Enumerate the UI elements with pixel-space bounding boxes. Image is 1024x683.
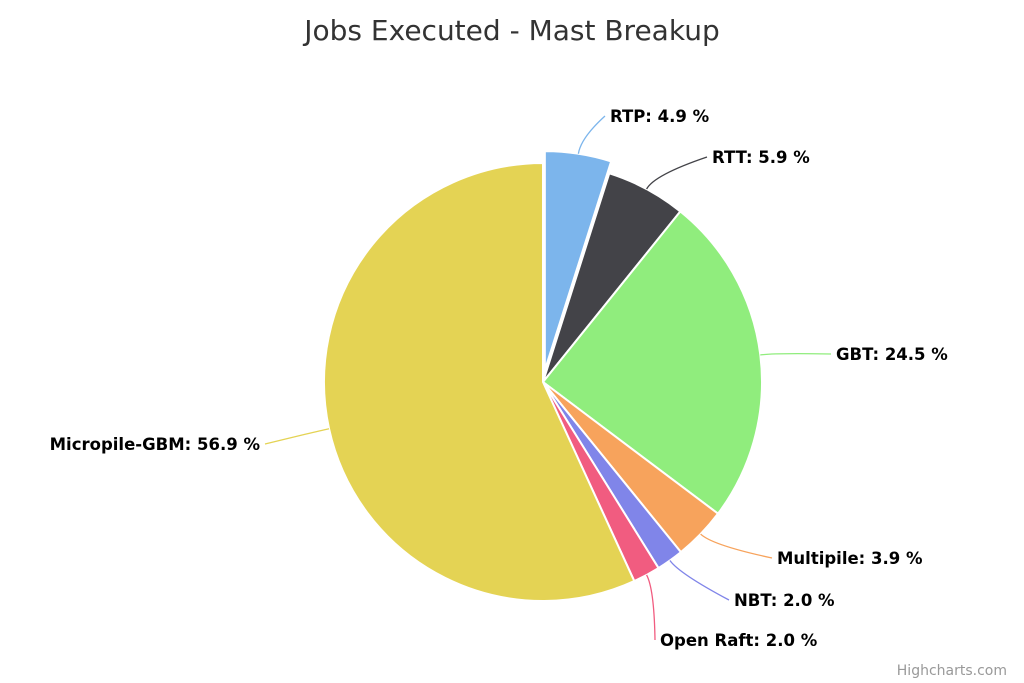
label-gbt: GBT: 24.5 % (836, 345, 948, 364)
connector-multipile (700, 533, 773, 559)
credits-link[interactable]: Highcharts.com (897, 663, 1007, 679)
chart-title: Jobs Executed - Mast Breakup (302, 14, 719, 47)
label-multipile: Multipile: 3.9 % (777, 549, 923, 568)
label-micropile-gbm: Micropile-GBM: 56.9 % (50, 435, 261, 454)
slices-layer (323, 150, 763, 602)
label-rtt: RTT: 5.9 % (712, 148, 810, 167)
pie-slice-gbt[interactable] (541, 210, 763, 516)
connector-micropile-gbm (264, 428, 330, 445)
label-open-raft: Open Raft: 2.0 % (660, 631, 818, 650)
connector-gbt (760, 352, 832, 356)
connector-nbt (669, 560, 730, 601)
connector-rtp (577, 115, 606, 154)
connector-open-raft (646, 574, 656, 641)
connector-rtt (646, 156, 708, 190)
labels-layer: RTP: 4.9 % RTT: 5.9 % GBT: 24.5 % Multipile… (50, 107, 949, 650)
label-rtp: RTP: 4.9 % (610, 107, 710, 126)
pie-slice-rtp[interactable] (543, 150, 613, 371)
label-nbt: NBT: 2.0 % (734, 591, 835, 610)
connectors-layer (264, 115, 832, 641)
